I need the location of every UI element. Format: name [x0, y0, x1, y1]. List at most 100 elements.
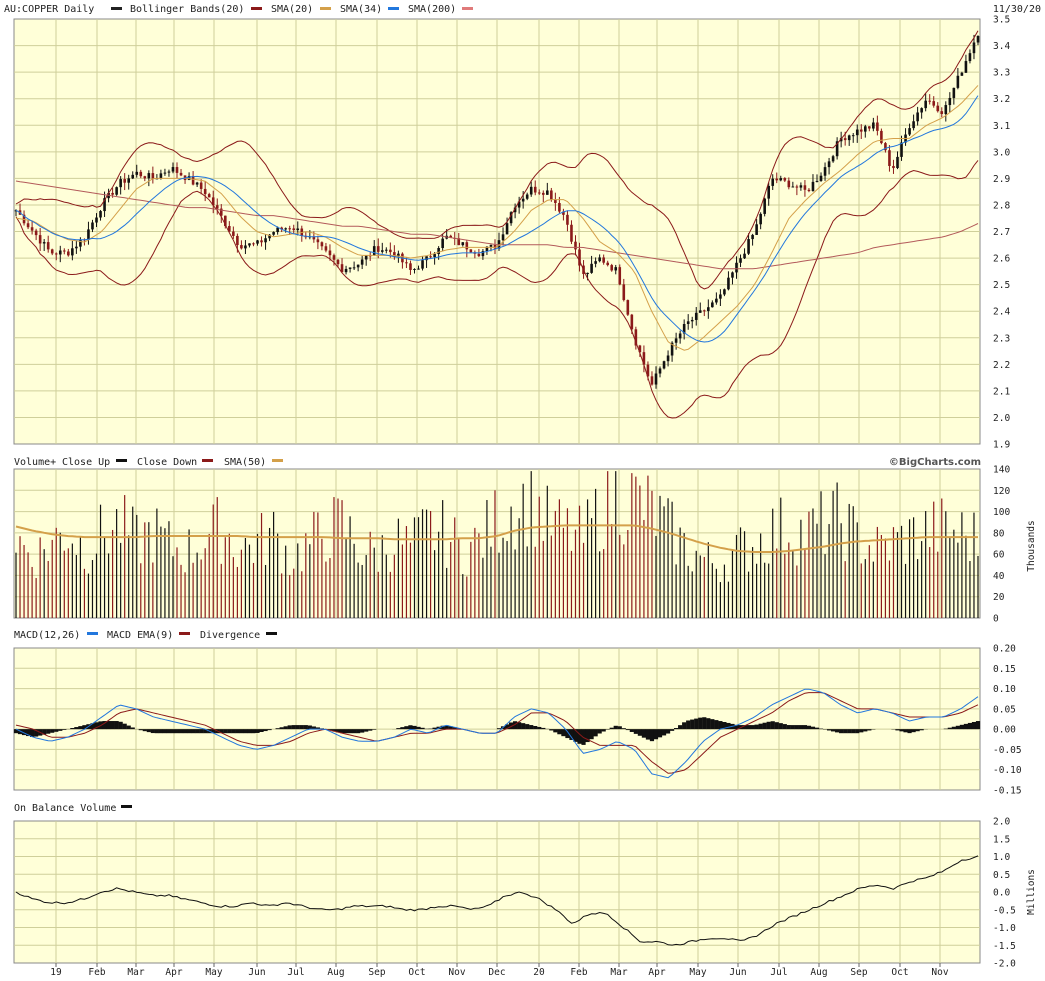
candle-body	[690, 319, 694, 322]
candle-body	[232, 231, 235, 236]
candle-body	[340, 264, 344, 273]
y-tick-label: 3.2	[993, 94, 1010, 105]
candle-body	[159, 173, 163, 179]
candle-body	[823, 167, 827, 176]
candle-body	[863, 126, 867, 132]
macd-lines	[15, 688, 979, 779]
x-tick-label: Apr	[648, 967, 665, 978]
candle-body	[590, 263, 593, 273]
macd-ema-swatch	[179, 632, 190, 635]
candle-body	[743, 253, 746, 259]
candle-body	[566, 214, 569, 225]
candle-body	[892, 165, 895, 169]
candle-body	[614, 267, 618, 271]
y-tick-label: -0.10	[993, 765, 1022, 776]
x-axis-month-labels: 19 Feb Mar Apr May Jun Jul Aug Sep Oct Nov Dec 20 Feb…	[50, 963, 949, 978]
candle-body	[843, 138, 847, 141]
candle-body	[127, 178, 131, 183]
obv-label: On Balance Volume	[14, 803, 116, 814]
candle-body	[280, 227, 283, 230]
obv-y-axis: 2.0 1.5 1.0 0.5 0.0 -0.5 -1.0 -1.5 -2.0	[993, 817, 1016, 970]
y-tick-label: 2.2	[993, 360, 1010, 371]
candle-body	[397, 253, 400, 257]
candle-body	[711, 302, 714, 308]
candle-body	[179, 172, 183, 176]
candle-body	[481, 251, 485, 257]
candle-body	[95, 217, 98, 223]
x-tick-label: Jun	[248, 967, 265, 978]
macd-legend: MACD(12,26) MACD EMA(9) Divergence	[14, 630, 277, 641]
candle-body	[811, 181, 815, 192]
candle-body	[348, 267, 352, 269]
candle-body	[276, 227, 279, 233]
candle-body	[916, 112, 919, 122]
candle-body	[662, 361, 666, 369]
price-lines	[15, 30, 979, 419]
candle-body	[123, 179, 126, 183]
candle-body	[501, 234, 505, 241]
volume-legend: Volume+ Close Up Close Down SMA(50)	[14, 457, 283, 468]
x-tick-label: Feb	[88, 967, 105, 978]
candle-body	[147, 173, 151, 179]
candle-body	[296, 228, 300, 231]
candle-body	[630, 314, 634, 330]
candle-body	[42, 242, 46, 244]
candle-body	[851, 135, 855, 137]
candle-body	[509, 212, 513, 224]
y-tick-label: 1.5	[993, 834, 1010, 845]
candle-body	[598, 257, 601, 262]
y-tick-label: 2.8	[993, 200, 1010, 211]
candle-body	[835, 141, 839, 157]
candle-body	[896, 156, 899, 169]
candle-body	[26, 223, 30, 228]
close-up-label: Close Up	[62, 457, 110, 468]
candle-body	[143, 176, 147, 179]
y-tick-label: 0.10	[993, 684, 1016, 695]
candle-body	[376, 246, 380, 252]
y-tick-label: 0.5	[993, 870, 1010, 881]
candle-body	[698, 310, 702, 313]
candle-body	[54, 253, 58, 255]
y-tick-label: 1.0	[993, 852, 1010, 863]
candle-body	[928, 100, 931, 102]
y-tick-label: 0.05	[993, 704, 1016, 715]
candle-body	[372, 246, 376, 256]
candle-body	[248, 243, 251, 246]
candle-body	[457, 238, 461, 246]
y-tick-label: 40	[993, 571, 1005, 582]
candle-body	[775, 178, 779, 181]
obv-swatch	[121, 805, 132, 808]
candle-body	[763, 198, 766, 214]
candle-body	[288, 228, 292, 230]
candle-body	[884, 143, 887, 151]
candle-body	[602, 257, 605, 263]
candle-body	[610, 265, 614, 271]
price-y-axis: 3.5 3.4 3.3 3.2 3.1 3.0 2.9 2.8 2.7 2.6 2.5 2.4 2.3 2…	[993, 15, 1010, 451]
candle-body	[203, 188, 207, 195]
price-gridlines	[14, 19, 980, 444]
candle-body	[461, 242, 465, 246]
candle-body	[240, 245, 243, 249]
candle-body	[932, 101, 936, 106]
candle-body	[219, 208, 223, 216]
candle-body	[924, 100, 927, 109]
candle-body	[807, 189, 811, 192]
candle-body	[791, 186, 795, 188]
candle-body	[694, 312, 698, 320]
candle-body	[477, 253, 481, 257]
obv-gridlines	[14, 821, 980, 963]
candle-body	[405, 262, 408, 264]
candle-body	[908, 128, 911, 135]
candle-body	[50, 249, 54, 254]
candle-body	[550, 190, 553, 200]
y-tick-label: -2.0	[993, 959, 1016, 970]
y-tick-label: 2.0	[993, 817, 1010, 828]
candle-body	[541, 192, 545, 195]
candle-body	[413, 268, 416, 270]
candle-body	[723, 289, 726, 295]
sma20-label: SMA(20)	[271, 4, 313, 15]
candle-body	[252, 243, 255, 245]
candle-body	[872, 122, 875, 129]
candle-body	[268, 234, 271, 239]
symbol-label: AU:COPPER Daily	[4, 4, 94, 15]
